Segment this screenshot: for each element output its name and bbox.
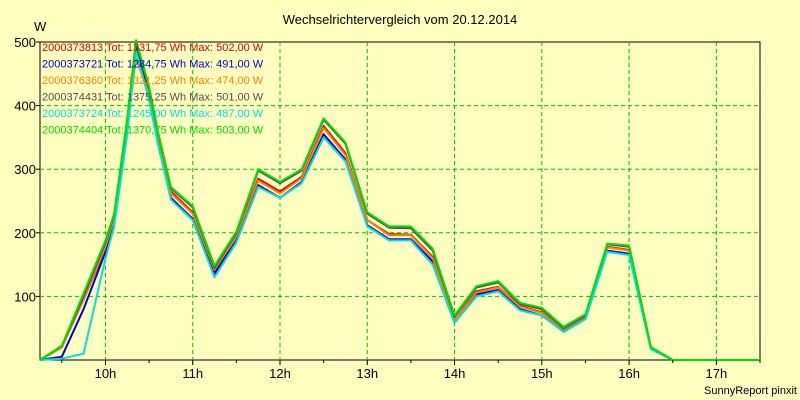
y-tick-label: 200 [14, 226, 36, 241]
plot-area [39, 41, 761, 361]
series-line-2000373724 [39, 49, 760, 361]
legend: 2000373813 Tot: 1331,75 Wh Max: 502,00 W… [42, 42, 264, 137]
x-tick-label: 13h [356, 366, 378, 381]
legend-entry-2000374404: 2000374404 Tot: 1370,75 Wh Max: 503,00 W [42, 125, 264, 137]
tick-labels: 10h 11h 12h 13h 14h 15h 16h 17h 100 200 300 400 500 [14, 35, 761, 381]
x-tick-label: 11h [182, 366, 203, 381]
y-tick-label: 400 [14, 99, 36, 114]
legend-entry-2000373724: 2000373724 Tot: 1245,00 Wh Max: 487,00 W [42, 108, 264, 120]
legend-entry-2000373721: 2000373721 Tot: 1284,75 Wh Max: 491,00 W [42, 59, 264, 71]
footer-credit: SunnyReport pinxit [704, 385, 797, 397]
x-tick-label: 12h [269, 366, 291, 381]
chart-title: Wechselrichtervergleich vom 20.12.2014 [283, 12, 518, 27]
legend-entry-2000373813: 2000373813 Tot: 1331,75 Wh Max: 502,00 W [42, 42, 264, 54]
series-line-2000374404 [39, 39, 760, 361]
series-lines [39, 39, 760, 361]
legend-entry-2000376360: 2000376360 Tot: 1321,25 Wh Max: 474,00 W [42, 75, 264, 87]
x-tick-label: 16h [618, 366, 640, 381]
y-tick-label: 300 [14, 162, 36, 177]
x-tick-label: 15h [531, 366, 553, 381]
y-tick-label: 100 [14, 289, 36, 304]
x-tick-label: 10h [95, 366, 117, 381]
y-tick-label: 500 [14, 35, 36, 50]
grid [40, 42, 760, 360]
legend-entry-2000374431: 2000374431 Tot: 1375,25 Wh Max: 501,00 W [42, 92, 264, 104]
y-axis-label: W [34, 19, 47, 34]
x-tick-label: 17h [706, 366, 728, 381]
x-tick-label: 14h [444, 366, 466, 381]
